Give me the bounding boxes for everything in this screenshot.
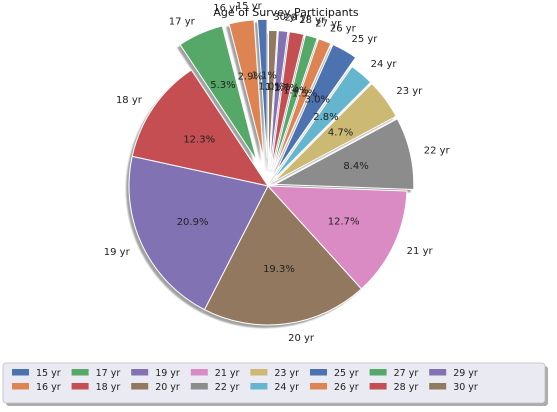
pct-label-16-yr: 2.9% xyxy=(238,72,263,83)
category-label-24-yr: 24 yr xyxy=(371,59,398,70)
category-label-20-yr: 20 yr xyxy=(288,333,315,344)
slice-25-yr xyxy=(275,43,357,172)
legend-label-19-yr: 19 yr xyxy=(155,368,180,379)
legend-swatch-21-yr xyxy=(190,369,208,376)
category-label-22-yr: 22 yr xyxy=(424,145,451,156)
legend-label-17-yr: 17 yr xyxy=(96,368,121,379)
pct-label-23-yr: 4.7% xyxy=(328,128,353,139)
legend-label-26-yr: 26 yr xyxy=(334,382,359,393)
pct-label-24-yr: 2.8% xyxy=(313,112,338,123)
legend-label-21-yr: 21 yr xyxy=(215,368,240,379)
category-label-23-yr: 23 yr xyxy=(396,86,423,97)
slice-26-yr xyxy=(273,38,332,171)
pct-label-30-yr: 1.0% xyxy=(258,81,283,92)
legend-swatch-25-yr xyxy=(310,369,327,376)
slice-16-yr xyxy=(228,19,265,159)
legend-label-18-yr: 18 yr xyxy=(96,382,121,393)
slice-18-yr xyxy=(131,69,270,187)
legend-swatch-16-yr xyxy=(12,383,29,390)
pie-slices xyxy=(128,18,415,326)
percent-labels: 1.1%2.9%5.3% 12.3% 20.9% 19.3% 12.7% 8.4% 4.7%… xyxy=(177,70,369,275)
pct-label-27-yr: 1.4% xyxy=(283,85,308,96)
legend-swatch-22-yr xyxy=(190,383,208,390)
category-label-16-yr: 16 yr xyxy=(213,3,240,14)
legend-label-25-yr: 25 yr xyxy=(334,368,359,379)
pct-label-17-yr: 5.3% xyxy=(210,80,235,91)
slice-19-yr xyxy=(128,155,269,311)
legend-items: 15 yr 16 yr 17 yr 18 yr 19 yr 20 yr 21 yr 22 yr… xyxy=(12,368,478,393)
pct-label-22-yr: 8.4% xyxy=(343,161,368,172)
legend-label-30-yr: 30 yr xyxy=(453,382,478,393)
legend-label-16-yr: 16 yr xyxy=(36,382,61,393)
slice-15-yr xyxy=(256,18,268,159)
pct-label-28-yr: 1.7% xyxy=(274,83,299,94)
slice-30-yr xyxy=(268,29,278,170)
category-label-26-yr: 26 yr xyxy=(330,24,357,35)
pct-label-15-yr: 1.1% xyxy=(251,70,276,81)
category-label-15-yr: 15 yr xyxy=(236,1,263,12)
category-label-18-yr: 18 yr xyxy=(116,95,143,106)
pct-label-25-yr: 3.0% xyxy=(305,94,330,105)
legend-swatch-15-yr xyxy=(12,369,29,376)
legend-label-28-yr: 28 yr xyxy=(394,382,419,393)
legend-label-29-yr: 29 yr xyxy=(453,368,478,379)
legend-swatch-27-yr xyxy=(369,369,387,376)
slice-20-yr xyxy=(203,185,363,326)
legend-swatch-17-yr xyxy=(71,369,89,376)
category-label-25-yr: 25 yr xyxy=(351,34,378,45)
legend: 15 yr 16 yr 17 yr 18 yr 19 yr 20 yr 21 yr 22 yr… xyxy=(2,362,548,406)
legend-swatch-18-yr xyxy=(71,383,89,390)
legend-swatch-28-yr xyxy=(369,383,387,390)
slice-22-yr xyxy=(272,118,415,190)
legend-label-23-yr: 23 yr xyxy=(274,368,299,379)
legend-swatch-26-yr xyxy=(310,383,327,390)
legend-swatch-29-yr xyxy=(429,369,447,376)
category-label-17-yr: 17 yr xyxy=(169,16,196,27)
legend-swatch-20-yr xyxy=(131,383,149,390)
category-label-21-yr: 21 yr xyxy=(407,246,434,257)
slice-21-yr xyxy=(266,185,408,290)
category-label-29-yr: 29 yr xyxy=(284,13,311,24)
slice-17-yr xyxy=(179,25,258,161)
legend-swatch-19-yr xyxy=(131,369,149,376)
slice-29-yr xyxy=(269,30,289,170)
legend-swatch-30-yr xyxy=(429,383,447,390)
legend-label-22-yr: 22 yr xyxy=(215,382,240,393)
legend-label-15-yr: 15 yr xyxy=(36,368,61,379)
slice-24-yr xyxy=(272,65,372,182)
legend-label-24-yr: 24 yr xyxy=(274,382,299,393)
category-label-30-yr: 30 yr xyxy=(273,12,300,23)
pct-label-26-yr: 1.5% xyxy=(292,88,317,99)
legend-label-20-yr: 20 yr xyxy=(155,382,180,393)
legend-label-27-yr: 27 yr xyxy=(394,368,419,379)
pct-label-18-yr: 12.3% xyxy=(183,134,215,145)
category-label-28-yr: 28 yr xyxy=(299,15,326,26)
pct-label-29-yr: 1.1% xyxy=(265,82,290,93)
category-label-19-yr: 19 yr xyxy=(104,247,131,258)
category-label-27-yr: 27 yr xyxy=(315,19,342,30)
chart-title: Age of Survey Participants xyxy=(213,6,359,19)
slice-23-yr xyxy=(273,82,397,183)
slice-28-yr xyxy=(270,31,305,170)
pct-label-19-yr: 20.9% xyxy=(177,217,209,228)
legend-swatch-23-yr xyxy=(250,369,268,376)
slice-27-yr xyxy=(272,34,318,171)
pct-label-21-yr: 12.7% xyxy=(328,217,360,228)
legend-swatch-24-yr xyxy=(250,383,268,390)
pct-label-20-yr: 19.3% xyxy=(263,264,295,275)
